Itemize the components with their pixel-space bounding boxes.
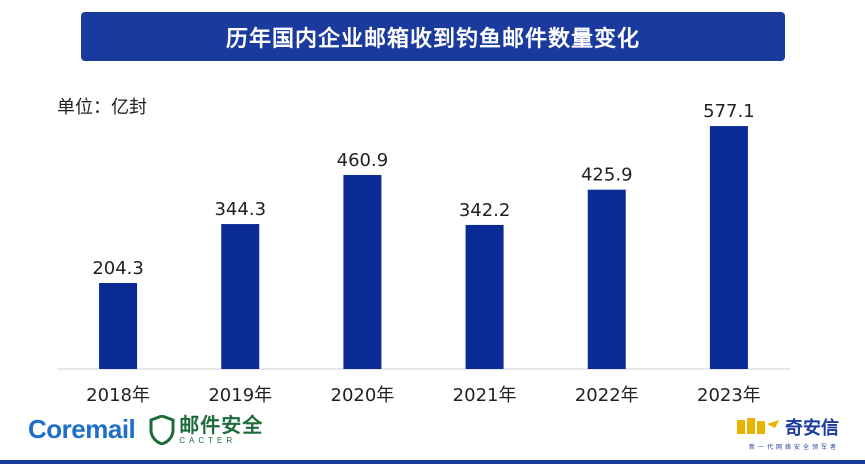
bar-1 bbox=[221, 224, 260, 369]
category-label-3: 2021年 bbox=[453, 385, 517, 406]
value-label-5: 577.1 bbox=[703, 101, 755, 122]
bar-3 bbox=[465, 224, 504, 369]
bottom-line bbox=[0, 460, 865, 464]
category-label-5: 2023年 bbox=[697, 385, 761, 406]
category-label-0: 2018年 bbox=[86, 385, 150, 406]
value-label-0: 204.3 bbox=[92, 258, 144, 279]
bar-5 bbox=[709, 126, 748, 370]
bar-4 bbox=[587, 189, 626, 369]
value-label-4: 425.9 bbox=[581, 165, 633, 186]
category-label-4: 2022年 bbox=[575, 385, 639, 406]
bar-0 bbox=[99, 282, 138, 369]
title-bar: 历年国内企业邮箱收到钓鱼邮件数量变化 bbox=[81, 12, 785, 61]
qax-logo: 奇安信 新一代网络安全领军者 bbox=[735, 414, 839, 451]
unit-label: 单位：亿封 bbox=[57, 97, 147, 118]
page-title: 历年国内企业邮箱收到钓鱼邮件数量变化 bbox=[225, 26, 640, 52]
bar-2 bbox=[343, 174, 382, 369]
value-label-2: 460.9 bbox=[337, 150, 389, 171]
category-label-2: 2020年 bbox=[331, 385, 395, 406]
cacter-name: 邮件安全 bbox=[179, 412, 264, 437]
qax-logo-icon bbox=[737, 418, 779, 434]
shield-icon bbox=[149, 414, 175, 445]
cacter-english: CACTER bbox=[179, 435, 237, 445]
qax-slogan: 新一代网络安全领军者 bbox=[748, 444, 839, 451]
qax-name: 奇安信 bbox=[785, 418, 839, 439]
category-label-1: 2019年 bbox=[208, 385, 272, 406]
footer-logos-left: Coremail 邮件安全 CACTER bbox=[28, 414, 263, 445]
value-label-1: 344.3 bbox=[214, 199, 266, 220]
cacter-logo: 邮件安全 CACTER bbox=[149, 412, 264, 445]
coremail-logo: Coremail bbox=[28, 414, 136, 444]
value-label-3: 342.2 bbox=[459, 200, 511, 221]
